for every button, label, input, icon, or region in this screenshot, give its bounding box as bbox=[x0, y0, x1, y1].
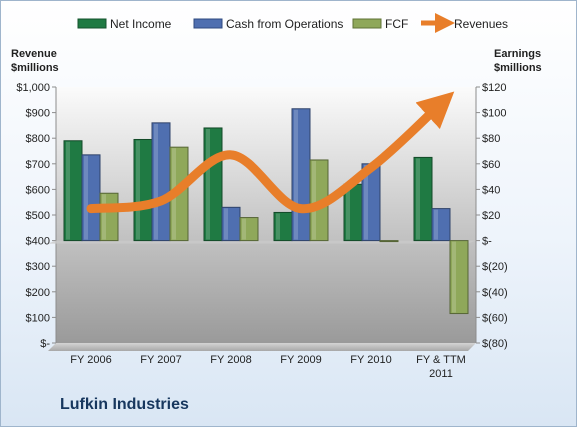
left-tick-label: $600 bbox=[26, 184, 50, 196]
company-name: Lufkin Industries bbox=[60, 396, 189, 413]
bar-highlight bbox=[102, 194, 106, 240]
legend-swatch-cash-from-operations bbox=[193, 18, 223, 29]
right-tick-label: $80 bbox=[482, 133, 500, 145]
bar-highlight bbox=[242, 218, 246, 240]
category-labels: FY 2006 FY 2007 FY 2008 FY 2009 FY 2010 FY & … bbox=[70, 354, 466, 380]
bar-highlight bbox=[136, 140, 140, 240]
bar-highlight bbox=[364, 164, 368, 240]
bar-highlight bbox=[154, 123, 158, 240]
right-axis-ticks: $(80) $(60) $(40) $(20) $- $20 $40 $60 $80 $100 $1… bbox=[476, 82, 508, 350]
zero-plane bbox=[48, 240, 476, 244]
bar-highlight bbox=[312, 160, 316, 240]
bar-highlight bbox=[434, 209, 438, 240]
left-tick-label: $200 bbox=[26, 287, 50, 299]
left-axis-title-line1: Revenue bbox=[11, 48, 57, 60]
right-tick-label: $(80) bbox=[482, 338, 508, 350]
right-tick-label: $(60) bbox=[482, 312, 508, 324]
category-label: FY 2008 bbox=[210, 354, 251, 366]
right-tick-label: $- bbox=[482, 236, 492, 248]
bar-fcf-fy-2008 bbox=[239, 217, 259, 242]
left-tick-label: $- bbox=[40, 338, 50, 350]
zero-band bbox=[48, 240, 476, 244]
bar-highlight bbox=[294, 109, 298, 240]
left-tick-label: $300 bbox=[26, 261, 50, 273]
bar-cash-from-operations-fy-ttm-2011 bbox=[431, 208, 451, 242]
left-tick-label: $1,000 bbox=[16, 82, 50, 94]
bar-highlight bbox=[206, 128, 210, 240]
right-tick-label: $(40) bbox=[482, 287, 508, 299]
right-tick-label: $120 bbox=[482, 82, 506, 94]
right-tick-label: $20 bbox=[482, 210, 500, 222]
right-tick-label: $40 bbox=[482, 184, 500, 196]
legend-label-cash-from-operations: Cash from Operations bbox=[226, 17, 343, 31]
bar-highlight bbox=[452, 241, 456, 313]
left-tick-label: $800 bbox=[26, 133, 50, 145]
category-label: FY 2009 bbox=[280, 354, 321, 366]
bar-fcf-fy-2010 bbox=[379, 240, 399, 243]
left-tick-label: $700 bbox=[26, 159, 50, 171]
right-tick-label: $100 bbox=[482, 108, 506, 120]
left-tick-label: $400 bbox=[26, 236, 50, 248]
left-tick-label: $900 bbox=[26, 108, 50, 120]
bar-highlight bbox=[276, 213, 280, 240]
bar-highlight bbox=[224, 208, 228, 240]
legend-label-revenues: Revenues bbox=[454, 17, 508, 31]
category-label: FY 2006 bbox=[70, 354, 111, 366]
category-label: FY 2010 bbox=[350, 354, 391, 366]
right-tick-label: $60 bbox=[482, 159, 500, 171]
legend-label-net-income: Net Income bbox=[110, 17, 172, 31]
bar-highlight bbox=[84, 155, 88, 240]
category-label: FY & TTM 2011 bbox=[416, 354, 466, 380]
left-tick-label: $100 bbox=[26, 312, 50, 324]
legend-swatch-net-income bbox=[77, 18, 107, 29]
bar-net-income-fy-ttm-2011 bbox=[413, 156, 433, 242]
revenue-line-group bbox=[86, 91, 455, 214]
right-axis-title-line2: $millions bbox=[494, 62, 542, 74]
right-tick-label: $(20) bbox=[482, 261, 508, 273]
plot-area bbox=[56, 87, 476, 343]
bar-highlight bbox=[346, 185, 350, 240]
left-axis-ticks: $- $100 $200 $300 $400 $500 $600 $700 $800 $900 $1… bbox=[16, 82, 56, 350]
category-label: FY 2007 bbox=[140, 354, 181, 366]
legend-label-fcf: FCF bbox=[385, 17, 408, 31]
left-tick-label: $500 bbox=[26, 210, 50, 222]
bar-highlight bbox=[66, 141, 70, 240]
bar-highlight bbox=[416, 158, 420, 240]
plot-floor bbox=[48, 343, 476, 351]
right-axis-title-line1: Earnings bbox=[494, 48, 541, 60]
left-axis-title-line2: $millions bbox=[11, 62, 59, 74]
bar-fcf-fy-ttm-2011 bbox=[449, 240, 469, 315]
legend-swatch-fcf bbox=[352, 18, 382, 29]
legend: Net Income Cash from Operations FCF Reve… bbox=[77, 13, 508, 33]
